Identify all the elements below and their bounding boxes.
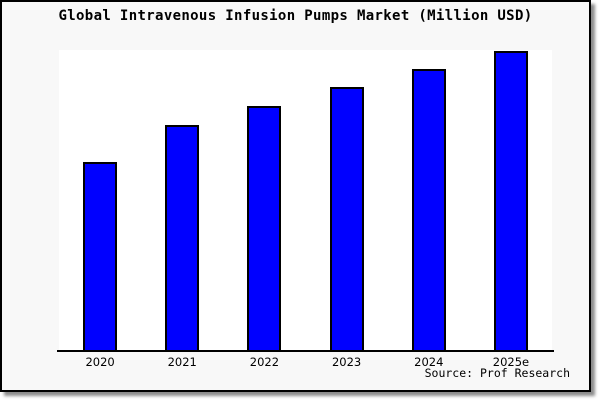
- x-tick-label: 2021: [167, 355, 197, 369]
- bar-band: [59, 50, 141, 350]
- chart-card: Global Intravenous Infusion Pumps Market…: [0, 0, 591, 392]
- x-tick-label: 2025e: [492, 355, 530, 369]
- bar-2023: [329, 86, 364, 350]
- source-note: Source: Prof Research: [424, 366, 570, 380]
- x-tick-label: 2022: [249, 355, 280, 369]
- bar-band: [470, 50, 552, 350]
- bar-2024: [411, 68, 446, 350]
- bar-2022: [247, 106, 282, 350]
- bars: [59, 50, 552, 350]
- x-tick-label: 2020: [85, 355, 115, 369]
- chart-title: Global Intravenous Infusion Pumps Market…: [58, 8, 533, 24]
- x-tick-label: 2023: [331, 355, 362, 369]
- x-tick-label: 2024: [414, 355, 444, 369]
- bar-band: [223, 50, 305, 350]
- x-axis-line: [57, 350, 554, 352]
- bar-2025e: [493, 50, 528, 350]
- bar-band: [388, 50, 470, 350]
- bar-band: [141, 50, 223, 350]
- bar-2020: [83, 161, 118, 350]
- bar-band: [306, 50, 388, 350]
- x-axis-labels: 2020 2021 2022 2023 2024 2025e: [59, 355, 552, 369]
- bar-2021: [165, 125, 200, 350]
- plot-area: [59, 50, 552, 350]
